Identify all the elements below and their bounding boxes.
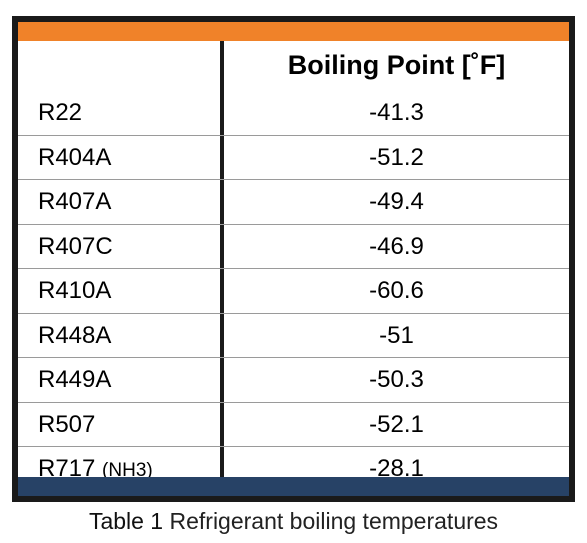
boiling-point-value: -49.4 xyxy=(369,188,424,215)
refrigerant-name-text: R407A xyxy=(38,188,112,215)
refrigerant-name-text: R404A xyxy=(38,143,112,171)
table-row: R407A -49.4 xyxy=(18,180,569,225)
table-row: R507 -52.1 xyxy=(18,403,569,447)
table-row: R22 -41.3 xyxy=(18,91,569,136)
boiling-point-value: -51.2 xyxy=(369,143,424,171)
boiling-point-value: -51 xyxy=(379,321,414,349)
refrigerant-name-text: R410A xyxy=(38,277,112,304)
bottom-accent-bar xyxy=(18,477,569,496)
refrigerant-name: R449A xyxy=(38,358,111,402)
refrigerant-name-text: R449A xyxy=(38,366,112,393)
refrigerant-name-text: R507 xyxy=(38,410,96,438)
refrigerant-name: R407A xyxy=(38,180,111,224)
refrigerant-table: Boiling Point [˚F] R22 -41.3 R404A -51.2 R40… xyxy=(12,16,575,502)
refrigerant-name: R410A xyxy=(38,269,111,313)
boiling-point-header: Boiling Point [˚F] xyxy=(287,50,506,80)
refrigerant-name: R407C xyxy=(38,225,113,269)
table-body: R22 -41.3 R404A -51.2 R407A -49.4 R407C -46.9 R4… xyxy=(18,91,569,492)
refrigerant-name: R448A xyxy=(38,314,111,358)
refrigerant-name: R507 xyxy=(38,403,95,447)
table-header-row: Boiling Point [˚F] xyxy=(18,41,569,91)
refrigerant-name-text: R22 xyxy=(38,99,83,126)
refrigerant-name: R404A xyxy=(38,136,111,180)
refrigerant-name-text: R448A xyxy=(38,321,112,349)
boiling-point-value: -50.3 xyxy=(369,366,424,393)
table-row: R407C -46.9 xyxy=(18,225,569,269)
boiling-point-value: -46.9 xyxy=(369,232,424,260)
boiling-point-value: -60.6 xyxy=(369,277,424,304)
caption-text: Refrigerant boiling temperatures xyxy=(169,508,499,534)
table-row: R410A -60.6 xyxy=(18,269,569,314)
refrigerant-name-text: R407C xyxy=(38,232,113,260)
refrigerant-note: (NH3) xyxy=(102,460,153,481)
caption-label: Table 1 xyxy=(88,508,164,534)
column-divider xyxy=(220,41,224,477)
refrigerant-name: R22 xyxy=(38,91,82,135)
table-caption: Table 1 Refrigerant boiling temperatures xyxy=(0,508,587,535)
table-row: R449A -50.3 xyxy=(18,358,569,403)
table-row: R404A -51.2 xyxy=(18,136,569,180)
boiling-point-value: -52.1 xyxy=(369,410,424,438)
boiling-point-value: -41.3 xyxy=(369,99,424,126)
table-row: R448A -51 xyxy=(18,314,569,358)
top-accent-bar xyxy=(18,22,569,41)
